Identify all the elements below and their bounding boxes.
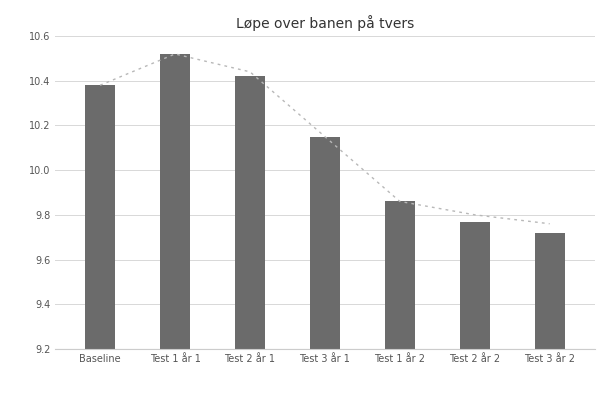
Bar — [535, 233, 565, 349]
Bar — [85, 85, 115, 349]
Title: Løpe over banen på tvers: Løpe over banen på tvers — [236, 15, 414, 31]
Bar — [460, 221, 490, 349]
Bar — [235, 76, 265, 349]
Bar — [160, 54, 190, 349]
Bar — [385, 201, 415, 349]
Bar — [310, 137, 340, 349]
